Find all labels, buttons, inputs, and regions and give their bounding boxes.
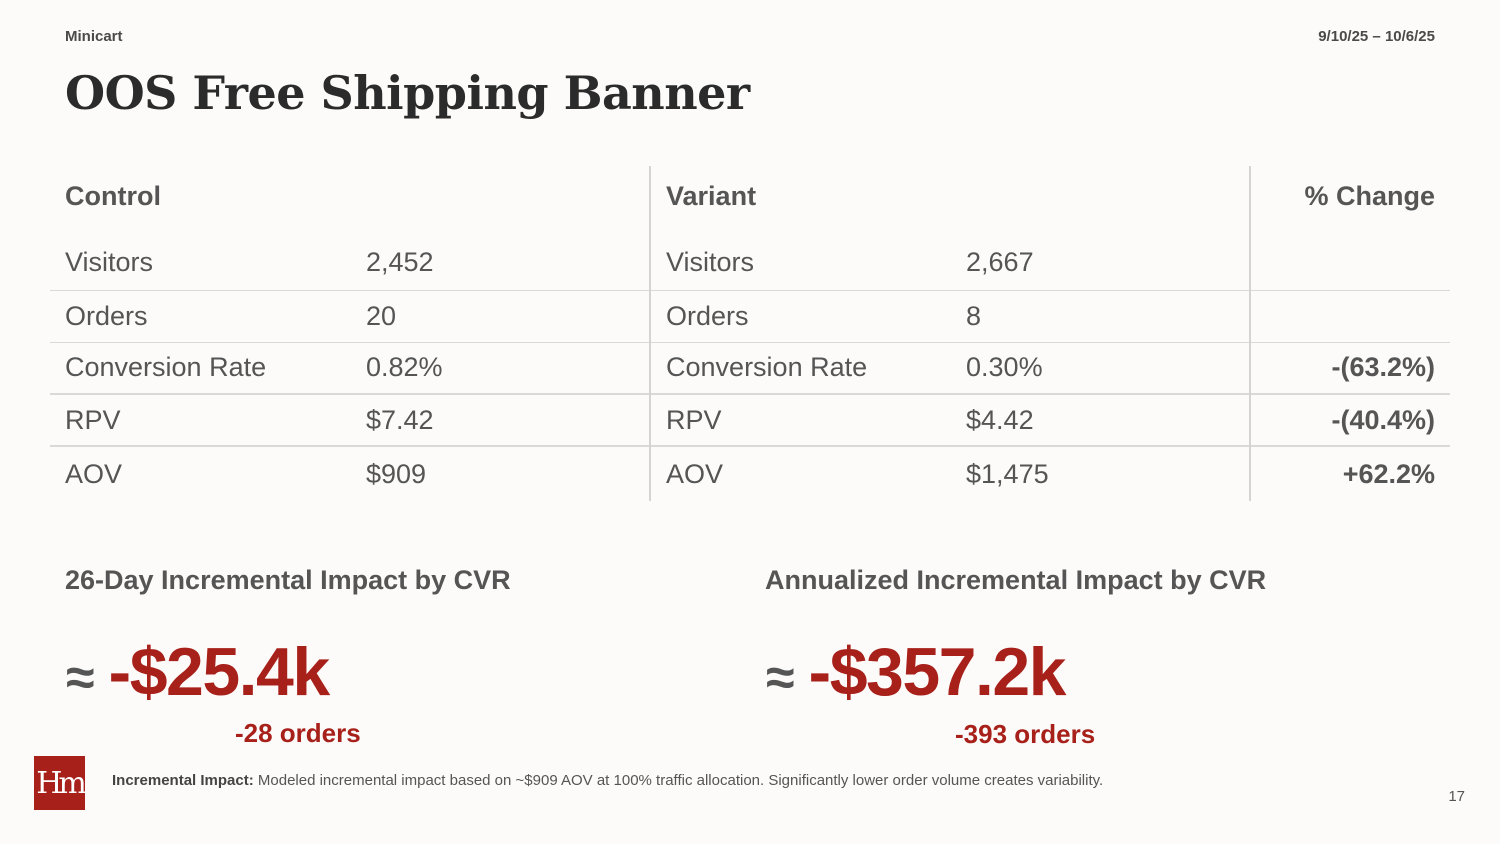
table-header-row: Control Variant % Change <box>50 166 1451 226</box>
control-metric-label: Conversion Rate <box>50 341 351 394</box>
variant-metric-label: AOV <box>649 445 952 501</box>
variant-metric-value: 2,667 <box>966 247 1034 278</box>
variant-metric-label: Orders <box>649 289 952 342</box>
percent-change <box>1249 289 1451 342</box>
control-metric-label: AOV <box>50 445 351 501</box>
brand-logo-text: Hm <box>36 765 87 801</box>
period-impact-amount: -$25.4k <box>108 634 331 710</box>
annual-impact-value: ≈ -$357.2k <box>766 632 1067 718</box>
percent-change: +62.2% <box>1249 445 1451 501</box>
control-metric-label: Visitors <box>65 247 154 278</box>
variant-metric-label: RPV <box>649 393 952 446</box>
section-label: Minicart <box>65 28 123 45</box>
annual-impact-orders: -393 orders <box>955 719 1096 749</box>
control-metric-label: Orders <box>50 289 351 342</box>
footnote: Incremental Impact: Modeled incremental … <box>112 772 1103 789</box>
percent-change <box>1249 226 1451 290</box>
annual-impact-heading: Annualized Incremental Impact by CVR <box>765 565 1267 595</box>
variant-metric-label: Visitors <box>649 226 952 290</box>
date-range: 9/10/25 – 10/6/25 <box>1318 28 1435 45</box>
table-row: AOV $909 AOV $1,475 +62.2% <box>50 445 1451 501</box>
variant-metric-value: 8 <box>951 289 1251 342</box>
metrics-table: Control Variant % Change Visitors 2,452 … <box>50 166 1451 501</box>
brand-logo: Hm <box>34 756 87 810</box>
control-metric-value: 2,452 <box>366 247 434 278</box>
page-number: 17 <box>1448 788 1465 805</box>
table-row: Orders 20 Orders 8 <box>50 289 1451 342</box>
approx-symbol: ≈ <box>766 649 795 707</box>
variant-metric-value: 0.30% <box>951 341 1251 394</box>
percent-change: -(40.4%) <box>1249 393 1451 446</box>
variant-metric-value: $1,475 <box>951 445 1251 501</box>
variant-metric-value: $4.42 <box>951 393 1251 446</box>
period-impact-orders: -28 orders <box>235 718 361 748</box>
control-metric-value: $909 <box>351 445 651 501</box>
period-impact-value: ≈ -$25.4k <box>66 632 331 718</box>
table-row: Conversion Rate 0.82% Conversion Rate 0.… <box>50 341 1451 394</box>
table-row: Visitors 2,452 Visitors 2,667 <box>50 226 1451 290</box>
control-metric-value: 20 <box>351 289 651 342</box>
footnote-label: Incremental Impact: <box>112 772 254 789</box>
variant-metric-label: Conversion Rate <box>649 341 952 394</box>
period-impact-heading: 26-Day Incremental Impact by CVR <box>65 565 511 595</box>
control-header: Control <box>65 180 161 211</box>
control-metric-label: RPV <box>50 393 351 446</box>
page-title: OOS Free Shipping Banner <box>65 66 750 120</box>
control-metric-value: 0.82% <box>351 341 651 394</box>
footnote-text: Modeled incremental impact based on ~$90… <box>253 772 1104 789</box>
approx-symbol: ≈ <box>66 649 95 707</box>
change-header: % Change <box>1249 166 1451 226</box>
annual-impact-amount: -$357.2k <box>808 634 1067 710</box>
control-metric-value: $7.42 <box>351 393 651 446</box>
table-row: RPV $7.42 RPV $4.42 -(40.4%) <box>50 393 1451 446</box>
percent-change: -(63.2%) <box>1249 341 1451 394</box>
variant-header: Variant <box>649 166 1251 226</box>
